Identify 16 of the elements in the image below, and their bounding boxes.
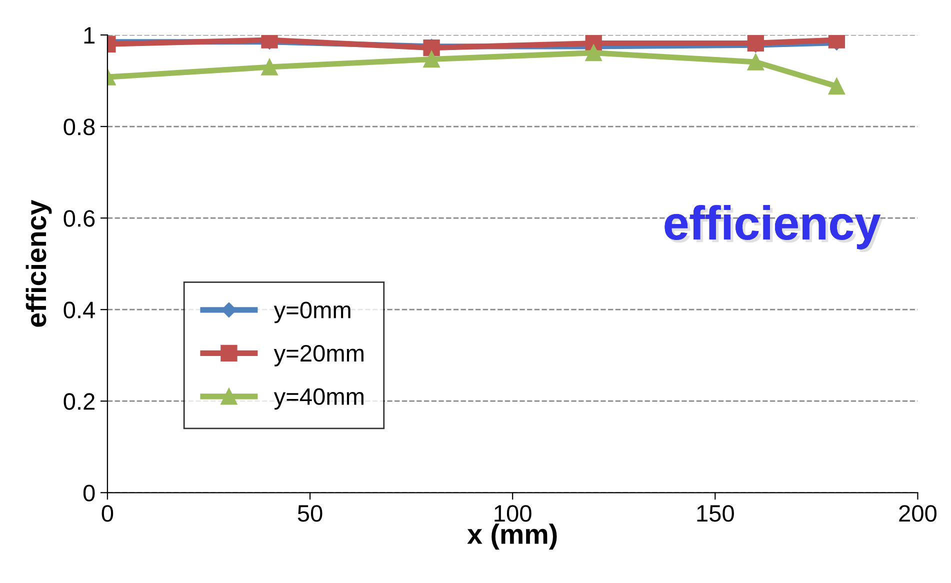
x-tick-label: 200: [899, 505, 936, 522]
legend-label: y=40mm: [274, 388, 364, 410]
y-tick-label: 0.6: [64, 210, 95, 227]
x-tick-label: 50: [298, 505, 322, 522]
x-tick-label: 100: [494, 505, 532, 522]
y-tick-label: 0.4: [64, 302, 95, 318]
y-tick-label: 1: [84, 27, 95, 44]
x-tick-label: 150: [697, 505, 734, 522]
x-axis-title: x (mm): [467, 524, 557, 550]
y-tick-label: 0.2: [64, 393, 94, 410]
y-tick-label: 0: [83, 484, 95, 502]
x-tick-label: 0: [102, 505, 114, 522]
legend-label: y=0mm: [274, 302, 350, 324]
y-axis-title: efficiency: [26, 200, 52, 327]
y-tick-label: 0.8: [64, 118, 95, 136]
legend-label: y=20mm: [274, 344, 364, 366]
